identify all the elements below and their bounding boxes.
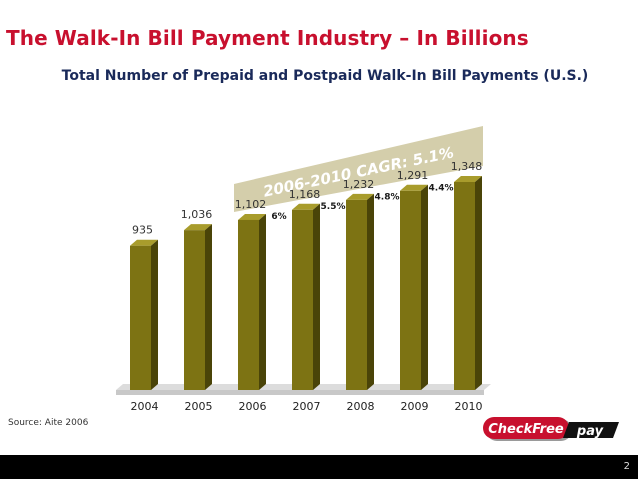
bar: [346, 199, 367, 390]
bar-side: [151, 239, 158, 390]
value-label: 1,168: [289, 188, 321, 201]
x-tick-label: 2005: [185, 400, 213, 413]
bar-top: [346, 193, 374, 200]
x-tick-label: 2009: [401, 400, 429, 413]
bar: [400, 190, 421, 390]
bar-side: [421, 184, 428, 390]
cagr-banner: [234, 126, 483, 212]
growth-label: 4.4%: [429, 183, 454, 193]
page-number: 2: [623, 461, 630, 472]
value-label: 1,102: [235, 198, 267, 211]
bar: [238, 219, 259, 390]
logo-suffix: pay: [576, 424, 604, 439]
growth-label: 4.8%: [375, 192, 400, 202]
checkfree-pay-logo: CheckFree pay: [483, 417, 619, 441]
bar-side: [259, 213, 266, 390]
bar: [454, 182, 475, 390]
bar-top: [238, 213, 266, 220]
x-tick-label: 2008: [347, 400, 375, 413]
x-tick-label: 2004: [131, 400, 159, 413]
x-tick-label: 2010: [455, 400, 483, 413]
x-tick-label: 2006: [239, 400, 267, 413]
bar-side: [313, 203, 320, 390]
bar-side: [475, 176, 482, 390]
bar-top: [454, 176, 482, 182]
value-label: 1,348: [451, 160, 483, 173]
slide-title: The Walk-In Bill Payment Industry – In B…: [6, 26, 529, 50]
value-label: 935: [132, 224, 153, 237]
value-label: 1,036: [181, 208, 213, 221]
bar-side: [367, 193, 374, 390]
growth-label: 5.5%: [321, 202, 346, 212]
logo-word: CheckFree: [488, 422, 564, 437]
bar-top: [292, 203, 320, 210]
value-label: 1,291: [397, 169, 429, 182]
chart-subtitle: Total Number of Prepaid and Postpaid Wal…: [61, 68, 589, 84]
bar-side: [205, 224, 212, 390]
bar-top: [184, 224, 212, 231]
bar: [130, 245, 151, 390]
bar: [292, 209, 313, 390]
bar: [184, 230, 205, 390]
x-tick-label: 2007: [293, 400, 321, 413]
footer-bar: 2: [0, 455, 638, 479]
value-label: 1,232: [343, 178, 375, 191]
source-note: Source: Aite 2006: [8, 418, 89, 428]
chart-floor-front: [116, 390, 484, 395]
bar-top: [130, 239, 158, 246]
bar-top: [400, 184, 428, 191]
growth-label: 6%: [271, 212, 286, 222]
